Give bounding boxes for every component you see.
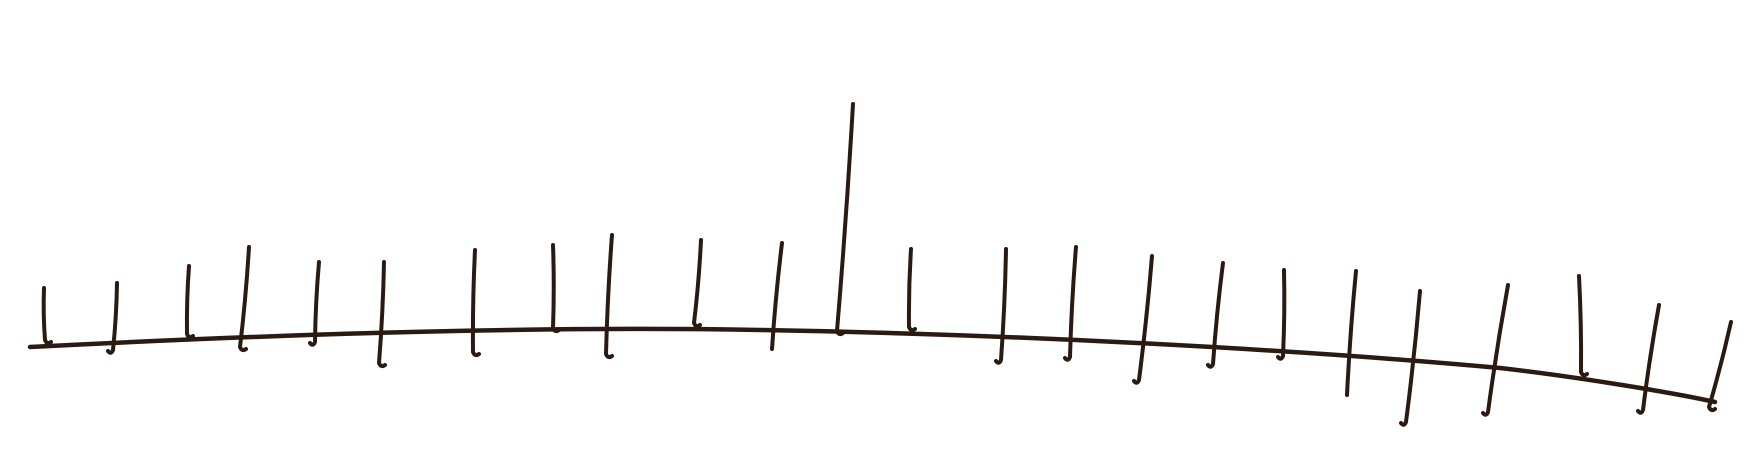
tick-mark xyxy=(994,247,1008,365)
tick-mark xyxy=(238,245,251,353)
tick-mark xyxy=(1206,261,1225,369)
tick-mark xyxy=(470,248,481,358)
tick-mark xyxy=(1276,268,1287,361)
tick-mark xyxy=(692,238,703,329)
tick-mark xyxy=(184,264,195,340)
tick-mark xyxy=(1707,320,1733,413)
tick-mark xyxy=(604,233,614,360)
tick-mark xyxy=(1636,303,1661,415)
tick-mark xyxy=(1577,274,1589,378)
tick-mark xyxy=(1063,245,1078,362)
ruler-baseline xyxy=(27,326,1718,405)
tick-mark xyxy=(1132,254,1154,385)
tick-mark xyxy=(106,281,119,355)
tick-mark xyxy=(770,241,784,351)
tick-mark xyxy=(1399,289,1422,427)
tall-tick-mark xyxy=(835,102,855,337)
tick-mark xyxy=(377,260,387,369)
tick-mark xyxy=(906,247,917,333)
tick-mark xyxy=(1345,269,1358,397)
tick-mark xyxy=(41,286,53,346)
tick-mark xyxy=(551,243,561,334)
tick-mark xyxy=(308,260,321,347)
tick-mark xyxy=(1481,283,1510,417)
